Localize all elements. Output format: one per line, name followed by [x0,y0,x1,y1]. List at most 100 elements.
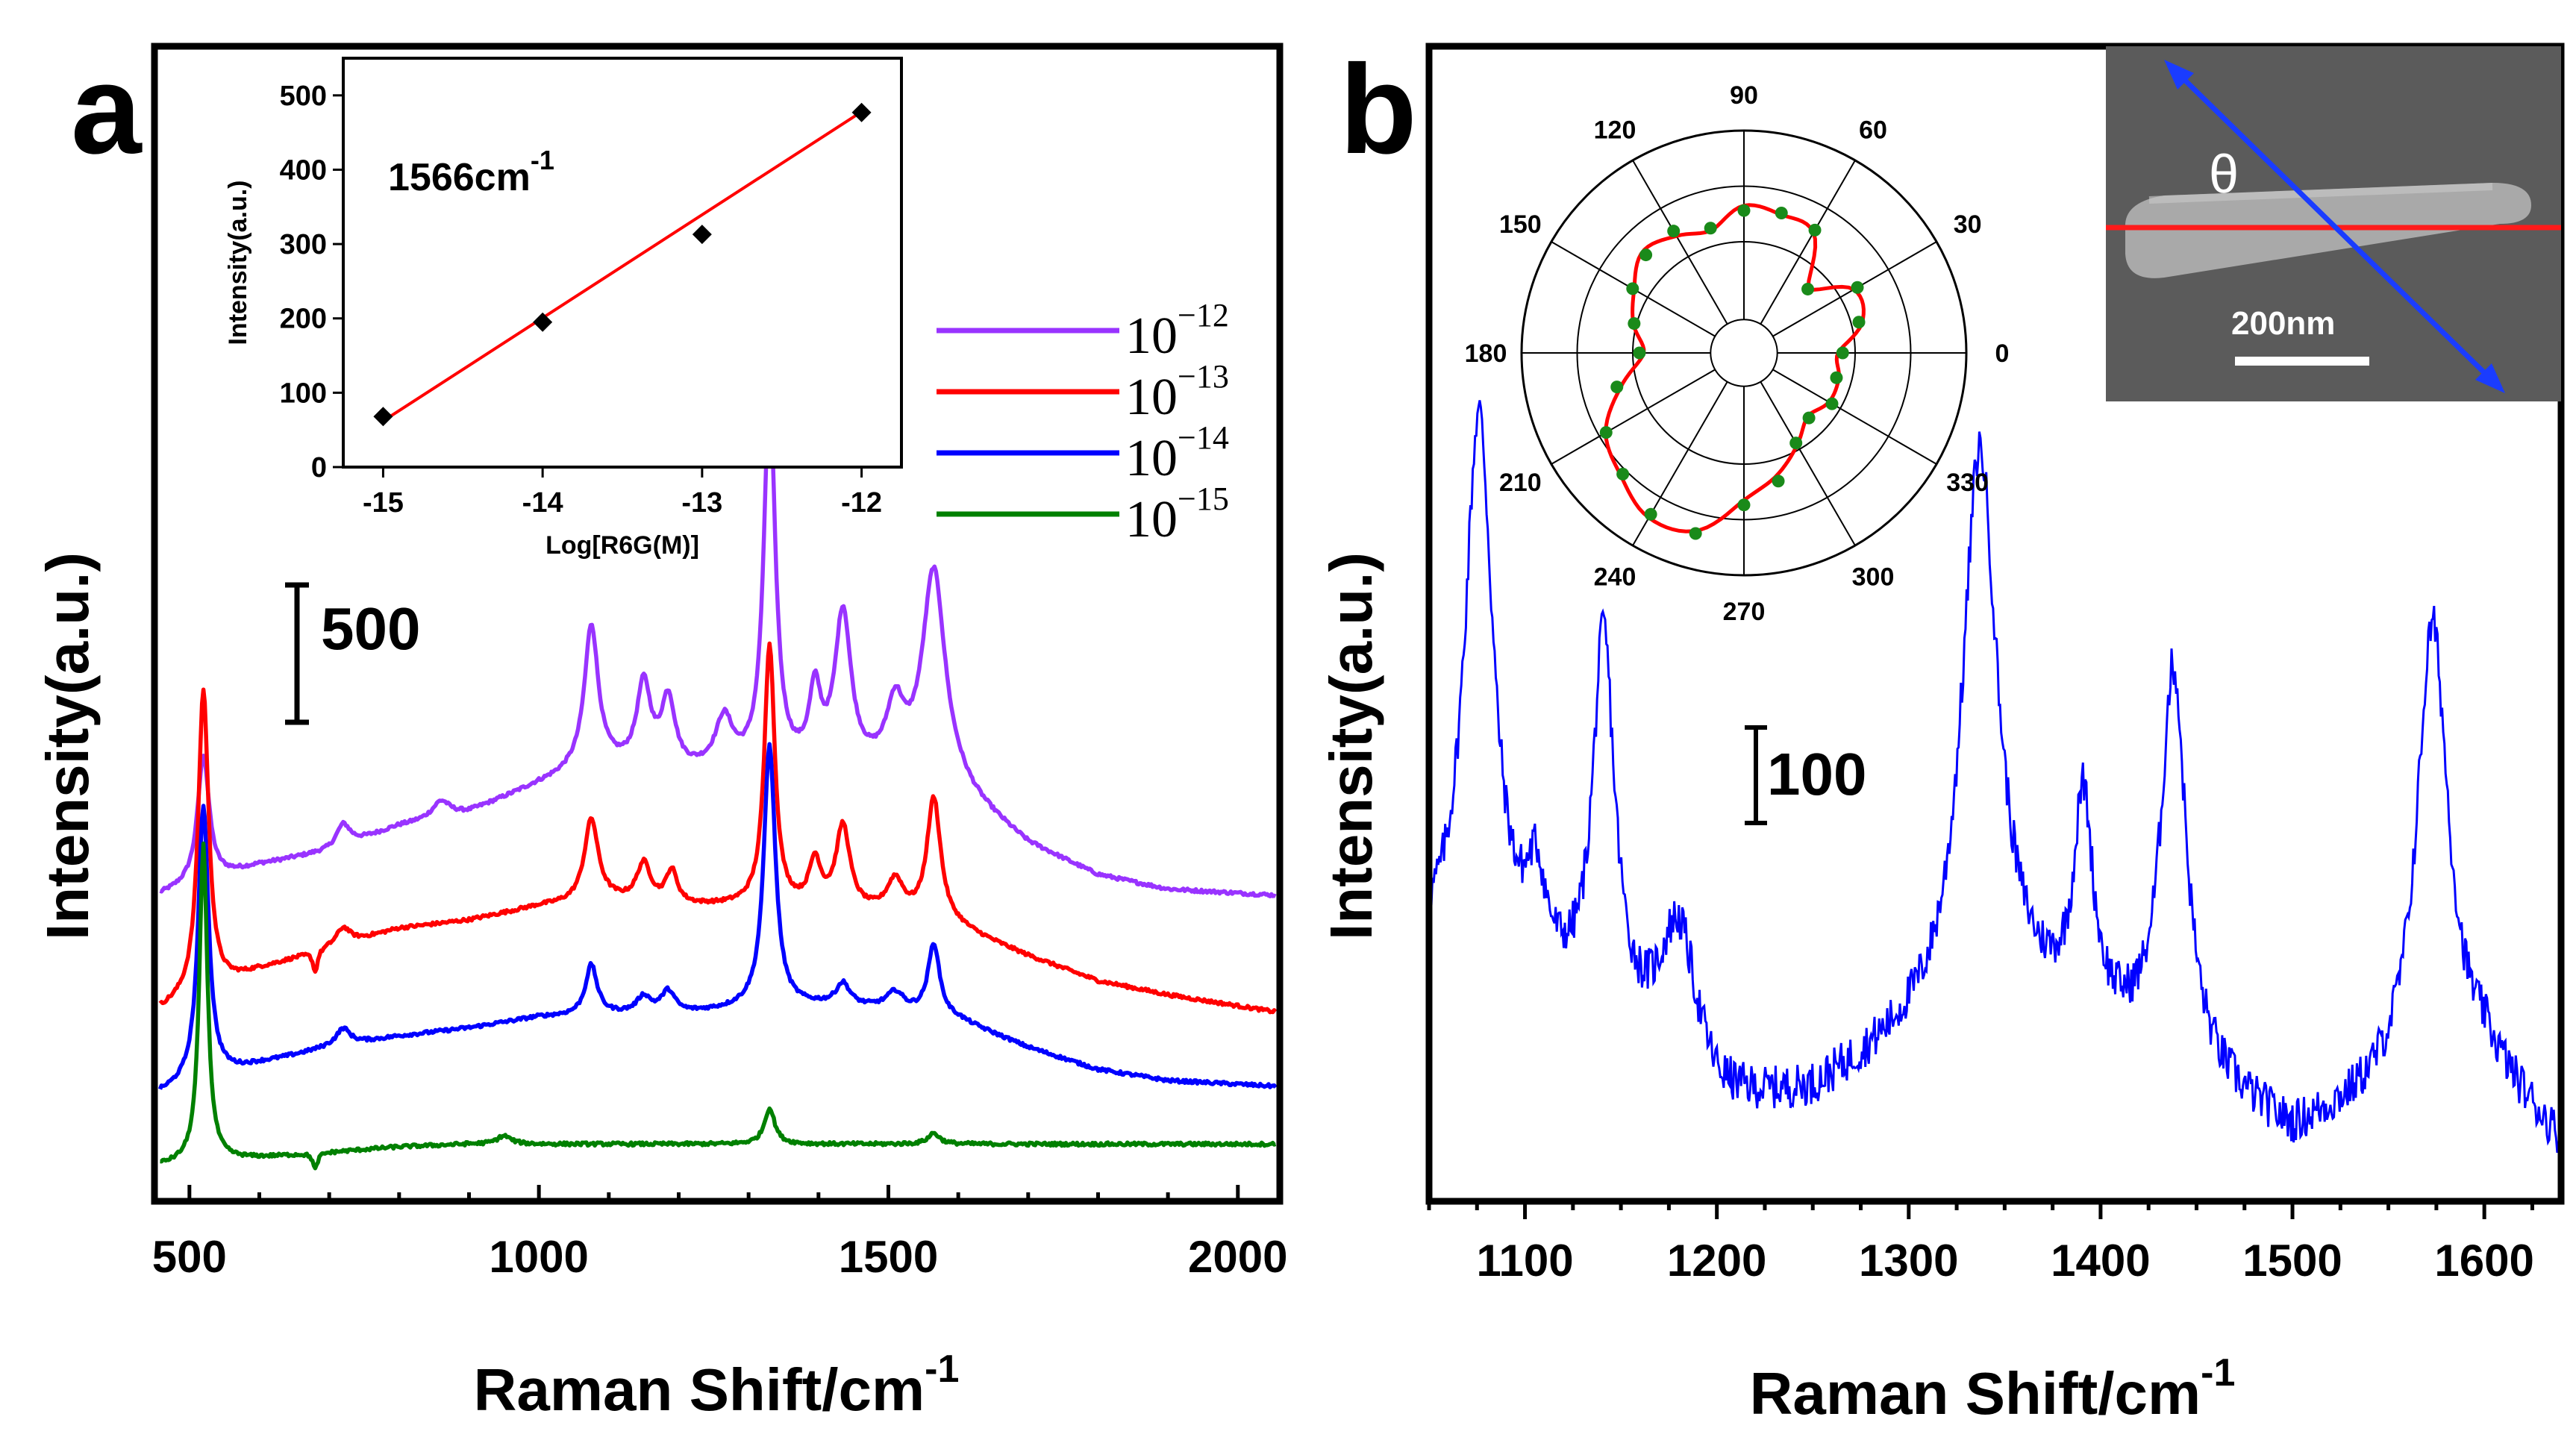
polar-data-point [1802,411,1816,425]
legend-label: 10−12 [1125,297,1229,365]
x-tick-label: 1600 [2434,1236,2533,1286]
polar-data-point [1616,467,1630,481]
polar-angle-label: 240 [1594,563,1636,592]
inset-y-tick-label: 400 [280,154,327,186]
polar-data-point [1825,397,1839,410]
inset-y-tick-label: 200 [280,304,327,335]
svg-text:Raman Shift/cm-1: Raman Shift/cm-1 [474,1348,960,1423]
panel-a-frame [151,43,1284,1205]
polar-angle-label: 270 [1723,598,1766,626]
nanorod-shape [2125,183,2531,278]
polar-spoke [1760,381,1856,546]
x-tick-label: 1300 [1859,1236,1958,1286]
polar-data-point [1851,281,1864,294]
panel-b-xlabel-sup: -1 [2201,1351,2235,1395]
inset-title-text: 1566cm [388,156,531,199]
data-point [533,312,553,332]
polar-data-point [1737,204,1751,217]
fit-line [382,110,863,422]
svg-text:Raman Shift/cm-1: Raman Shift/cm-1 [1750,1351,2236,1427]
polar-data-point [1626,282,1639,295]
legend-label: 10−14 [1125,419,1229,487]
series-line [157,742,1278,1090]
series-line [159,388,1277,898]
polar-angle-label: 180 [1465,339,1507,368]
panel-a-traces [157,388,1278,1171]
inset-title: 1566cm-1 [388,145,554,199]
polar-data-point [1644,507,1657,521]
inset-y-tick-label: 500 [280,81,327,112]
theta-label: θ [2209,145,2239,204]
polar-data-point [1801,282,1815,295]
inset-frame [342,57,903,469]
polar-angle-label: 60 [1859,116,1887,144]
inset-y-tick-label: 100 [280,378,327,409]
sem-scale-bar [2235,357,2369,366]
polar-data-point [1689,527,1702,540]
inset-y-tick-label: 300 [280,229,327,260]
panel-b-scale-bar: 100 [1745,725,1866,825]
polar-data-point [1789,436,1803,450]
inset-background [343,58,901,467]
inset-title-sup: -1 [531,145,554,175]
legend-label: 10−15 [1125,481,1229,548]
inset-ylabel: Intensity(a.u.) [224,180,252,345]
inset-x-tick-label: -14 [522,487,563,519]
polar-data-point [1808,223,1822,237]
panel-b-label: b [1339,39,1417,181]
polar-data-point [1775,207,1788,220]
x-tick-label: 1200 [1667,1236,1766,1286]
panel-a-ylabel: Intensity(a.u.) [34,552,101,940]
polar-spoke [1551,369,1716,465]
panel-b-scale-bar-label: 100 [1767,741,1866,807]
polar-data-point [1667,225,1681,238]
polar-angle-label: 30 [1954,210,1982,239]
arrow-head-icon [2475,363,2505,393]
polar-angle-label: 210 [1499,469,1542,497]
data-point [692,225,712,245]
panel-a-xlabel-text: Raman Shift/cm [474,1356,925,1423]
x-tick-label: 1100 [1476,1236,1573,1286]
panel-a-inset: -15 -14 -13 -12 0 100 200 300 400 500 Intensity(a… [224,57,903,560]
panel-b-xlabel: Raman Shift/cm-1 [1750,1351,2236,1427]
data-point [851,102,872,122]
polar-spoke [1632,160,1728,325]
polar-data-point [1639,248,1653,262]
polar-data-point [1610,381,1624,394]
polar-angle-label: 150 [1499,210,1542,239]
series-line [159,841,1277,1171]
spectrum-line [1428,400,2562,1154]
panel-b: b 1100 1200 1300 1400 1500 1600 Intensity(a.u… [1318,39,2565,1427]
panel-b-x-ticks: 1100 1200 1300 1400 1500 1600 [1427,1201,2534,1286]
panel-a-x-ticks: 500 1000 1500 2000 [152,1185,1288,1282]
panel-a-scale-bar: 500 [285,582,420,725]
polar-angle-label: 90 [1730,81,1758,110]
inset-x-tick-label: -15 [363,487,404,519]
sem-scale-label: 200nm [2231,305,2335,342]
panel-a-xlabel-sup: -1 [925,1348,959,1391]
polar-data-point [1772,475,1785,488]
panel-a: a 500 1000 1500 2000 Intensity(a.u.) Raman … [34,39,1288,1423]
data-point [373,407,393,427]
x-tick-label: 1400 [2051,1236,2150,1286]
polar-data-point [1836,346,1849,360]
polar-data-point [1704,222,1717,235]
inset-y-tick-label: 0 [311,452,327,483]
panel-a-label: a [71,39,143,181]
polar-angle-label: 300 [1852,563,1895,592]
x-tick-label: 1500 [2242,1236,2342,1286]
panel-a-scale-bar-label: 500 [321,595,420,662]
polarization-arrow [2171,66,2498,386]
polar-data-point [1628,317,1641,331]
polar-inset: 0 30 60 90 120 150 180 210 240 270 300 330 [1465,81,2010,626]
polar-data-point [1633,346,1646,360]
arrow-head-icon [2164,60,2194,90]
panel-b-ylabel: Intensity(a.u.) [1318,552,1384,940]
x-tick-label: 1000 [489,1232,588,1282]
panel-b-trace [1428,400,2562,1154]
polar-data-point [1599,426,1613,439]
polar-angle-label: 120 [1594,116,1636,144]
x-tick-label: 1500 [839,1232,938,1282]
polar-spoke [1760,160,1856,325]
